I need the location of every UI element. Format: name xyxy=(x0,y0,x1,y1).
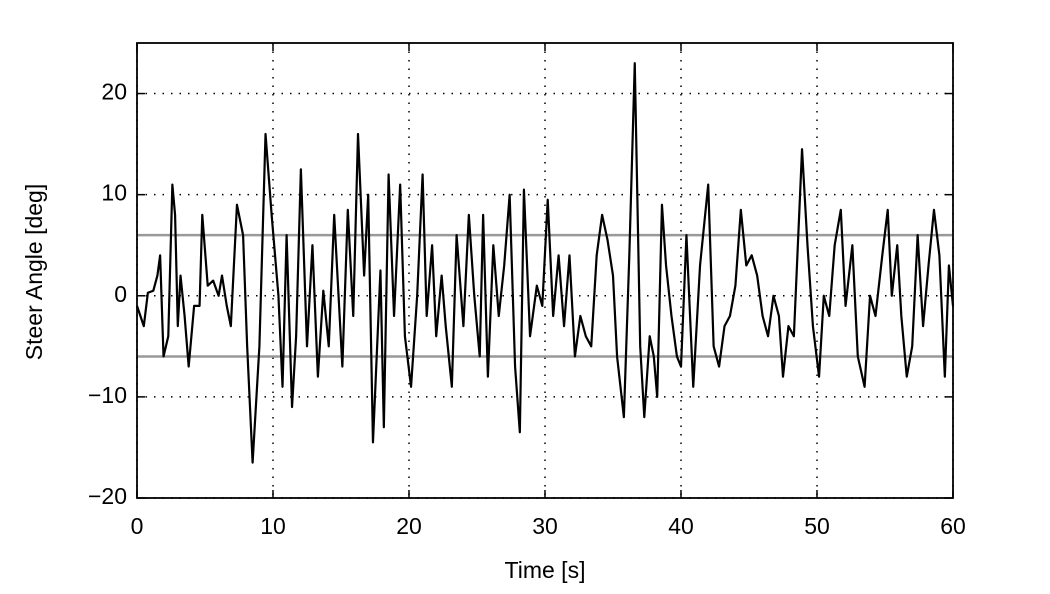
x-tick-label: 20 xyxy=(396,513,422,539)
x-tick-label: 30 xyxy=(532,513,558,539)
y-tick-label: 20 xyxy=(101,79,127,105)
y-tick-label: 10 xyxy=(101,180,127,206)
x-axis-label: Time [s] xyxy=(505,557,586,583)
x-tick-label: 40 xyxy=(668,513,694,539)
line-series xyxy=(135,62,955,464)
x-tick-label: 50 xyxy=(804,513,830,539)
y-tick-label: 0 xyxy=(114,281,127,307)
x-tick-label: 0 xyxy=(131,513,144,539)
y-axis-label: Steer Angle [deg] xyxy=(21,184,47,360)
x-tick-label: 10 xyxy=(260,513,286,539)
y-tick-label: −10 xyxy=(88,382,127,408)
y-tick-label: −20 xyxy=(88,483,127,509)
plot-frame xyxy=(136,42,954,499)
x-tick-label: 60 xyxy=(940,513,966,539)
